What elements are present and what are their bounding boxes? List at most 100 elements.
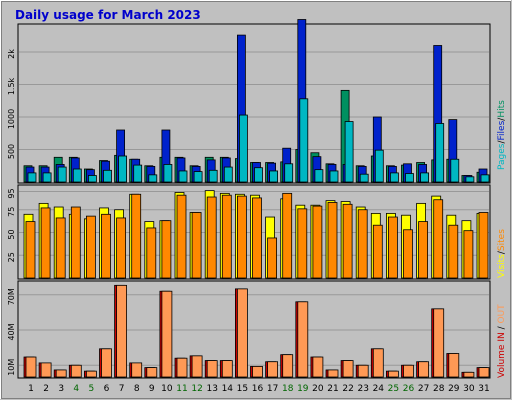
panel-pages-files-hits (17, 23, 491, 184)
day-label: 3 (58, 384, 64, 394)
label-visits-sites: Visits/Sites (497, 229, 507, 278)
day-label: 19 (297, 384, 309, 394)
chart-title: Daily usage for March 2023 (15, 8, 201, 22)
label-hits: Hits (497, 100, 507, 118)
bar-pages (42, 172, 52, 183)
day-label: 28 (433, 384, 445, 394)
bar-pages (344, 121, 354, 183)
label-out: OUT (497, 304, 507, 324)
day-label: 2 (43, 384, 49, 394)
bar-volume-out (146, 367, 158, 378)
y-tick-label: 2k (7, 49, 16, 59)
y-tick-label: 95 (7, 188, 16, 198)
label-in: IN (497, 332, 507, 341)
bar-pages (269, 170, 279, 183)
bar-pages (420, 172, 430, 183)
label-slash-3: / (497, 250, 507, 254)
label-volume: Volume (497, 344, 507, 378)
label-pages-files-hits: Pages/Files/Hits (497, 100, 507, 170)
bar-volume-out (357, 364, 369, 378)
y-tick-labels: 500 1000 1.5k 2k 25 50 75 95 10M 40M 70M (7, 49, 16, 376)
bar-pages (314, 169, 324, 183)
bar-volume-out (55, 369, 67, 378)
bar-volume-out (131, 362, 143, 378)
bar-sites (418, 221, 429, 279)
label-pages: Pages (497, 143, 507, 170)
day-label: 15 (237, 384, 248, 394)
bar-volume-out (282, 354, 294, 378)
y-tick-label: 75 (7, 207, 16, 217)
bar-sites (327, 202, 338, 279)
day-label: 30 (463, 384, 475, 394)
day-label: 29 (448, 384, 460, 394)
label-files: Files (497, 120, 507, 140)
bar-sites (101, 213, 111, 279)
bar-sites (161, 220, 172, 279)
bar-sites (146, 227, 157, 279)
bar-sites (357, 209, 368, 279)
bar-pages (254, 167, 263, 183)
bar-sites (131, 193, 142, 279)
bar-volume-out (342, 360, 354, 378)
bar-volume-out (327, 369, 339, 378)
day-label: 21 (327, 384, 338, 394)
bar-pages (118, 155, 127, 183)
bar-pages (193, 171, 203, 183)
bar-sites (70, 206, 81, 279)
day-label: 14 (222, 384, 234, 394)
bar-pages (299, 98, 309, 183)
day-label: 17 (267, 384, 278, 394)
bar-pages (389, 172, 399, 183)
bar-volume-out (387, 370, 399, 378)
bar-volume-out (101, 348, 112, 378)
bar-sites (387, 216, 398, 279)
bar-pages (359, 173, 369, 183)
bar-pages (148, 174, 158, 183)
bar-volume-out (221, 360, 233, 378)
bar-pages (238, 114, 248, 183)
bar-pages (88, 175, 97, 183)
y-tick-label: 70M (7, 288, 16, 305)
bar-volume-out (40, 362, 52, 378)
bar-pages (178, 170, 188, 183)
bar-volume-out (312, 356, 324, 378)
y-tick-label: 40M (7, 323, 16, 340)
day-labels: 1 2 3 4 5 6 7 8 9 10 11 12 13 14 15 16 17 18 19 20 21 22 23 24 2… (28, 384, 490, 394)
bar-sites (221, 194, 232, 279)
day-label: 26 (403, 384, 415, 394)
bar-sites (282, 192, 293, 279)
bars (23, 19, 490, 378)
day-label: 4 (73, 384, 79, 394)
bar-volume-out (297, 301, 309, 378)
day-label: 24 (373, 384, 385, 394)
bar-sites (206, 196, 217, 279)
bar-sites (267, 237, 278, 279)
bar-volume-out (116, 284, 127, 378)
bar-sites (433, 199, 444, 279)
bar-volume-out (478, 367, 490, 378)
bar-pages (405, 173, 414, 183)
bar-sites (191, 212, 202, 279)
bar-sites (25, 221, 36, 279)
bar-sites (403, 229, 413, 279)
bar-sites (86, 215, 96, 279)
day-label: 18 (282, 384, 294, 394)
bar-volume-out (25, 356, 37, 378)
bar-sites (297, 208, 308, 279)
day-label: 25 (388, 384, 399, 394)
day-label: 7 (119, 384, 125, 394)
bar-volume-out (418, 361, 430, 378)
y-tick-label: 1.5k (7, 77, 16, 95)
bar-volume-out (191, 355, 203, 378)
bar-sites (372, 224, 383, 279)
y-tick-label: 10M (7, 359, 16, 376)
label-slash-1: / (497, 140, 507, 144)
bar-sites (463, 230, 474, 279)
bar-sites (478, 212, 489, 279)
label-sites: Sites (497, 229, 507, 251)
bar-volume-out (70, 364, 82, 378)
bar-sites (342, 203, 353, 279)
bar-pages (208, 169, 218, 183)
